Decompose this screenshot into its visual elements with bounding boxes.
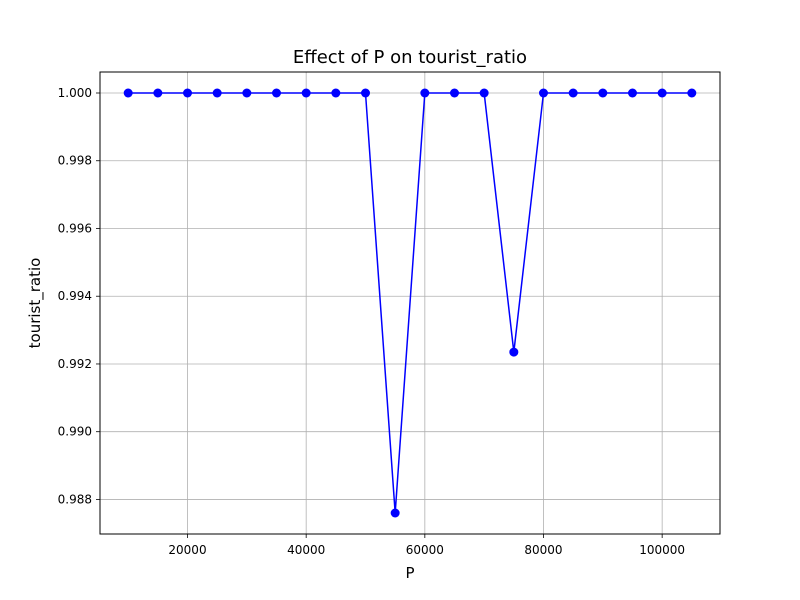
y-tick-label: 0.996 (58, 221, 92, 235)
data-point (657, 88, 667, 98)
x-axis-ticks: 20000 40000 60000 80000 100000 (168, 534, 685, 557)
y-axis-label: tourist_ratio (26, 258, 45, 349)
y-tick-label: 0.998 (58, 154, 92, 168)
y-axis-ticks: 0.988 0.990 0.992 0.994 0.996 0.998 1.000 (58, 86, 100, 506)
y-tick-label: 0.994 (58, 289, 92, 303)
x-tick-label: 100000 (639, 543, 685, 557)
series-layer (123, 88, 697, 518)
data-point (598, 88, 608, 98)
data-point (153, 88, 163, 98)
data-point (687, 88, 697, 98)
x-tick-label: 60000 (406, 543, 444, 557)
data-point (361, 88, 371, 98)
x-tick-label: 80000 (524, 543, 562, 557)
chart-title: Effect of P on tourist_ratio (293, 47, 527, 68)
data-point (627, 88, 637, 98)
x-tick-label: 20000 (168, 543, 206, 557)
data-point (212, 88, 222, 98)
data-point (509, 347, 519, 357)
y-tick-label: 0.992 (58, 357, 92, 371)
data-point (301, 88, 311, 98)
data-point (449, 88, 459, 98)
y-tick-label: 1.000 (58, 86, 92, 100)
y-tick-label: 0.990 (58, 425, 92, 439)
data-point (568, 88, 578, 98)
data-point (183, 88, 193, 98)
x-tick-label: 40000 (287, 543, 325, 557)
series-line (128, 92, 692, 514)
plot-frame (99, 71, 721, 535)
data-point (242, 88, 252, 98)
data-point (272, 88, 282, 98)
data-point (538, 88, 548, 98)
y-tick-label: 0.988 (58, 492, 92, 506)
data-point (420, 88, 430, 98)
data-point (123, 88, 133, 98)
x-axis-label: P (405, 564, 414, 582)
grid (100, 72, 720, 534)
data-point (331, 88, 341, 98)
data-point (390, 508, 400, 518)
data-point (479, 88, 489, 98)
